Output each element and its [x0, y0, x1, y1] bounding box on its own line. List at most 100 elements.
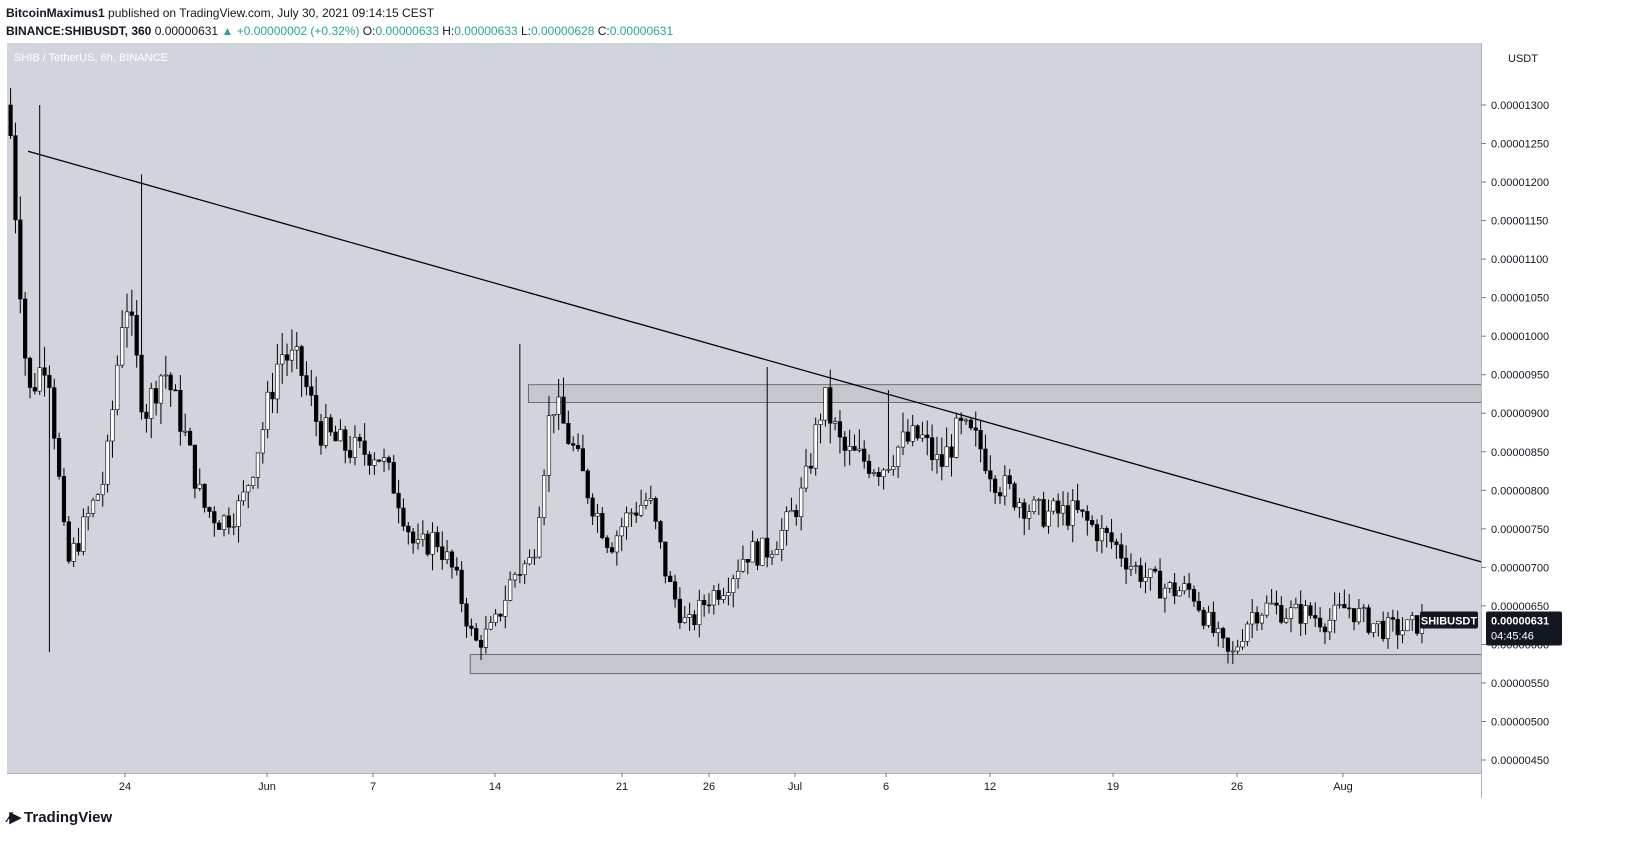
candle-body [1031, 499, 1037, 512]
time-axis[interactable] [7, 773, 1481, 798]
candle-body [1172, 582, 1177, 597]
close-label: C: [597, 24, 610, 38]
candle-body [1206, 611, 1211, 626]
y-tick-label: 0.00000750 [1491, 524, 1549, 536]
tradingview-logo[interactable]: ⁄▶ TradingView [8, 808, 112, 827]
candle-body [508, 579, 513, 601]
symbol-tag-bg [1420, 611, 1478, 629]
candle-body [309, 386, 314, 396]
candle-body [765, 537, 770, 558]
candle-body [265, 391, 270, 430]
candle-body [217, 522, 222, 530]
candle-body [76, 543, 81, 552]
price-tag-bg [1486, 611, 1562, 646]
candle-body [1347, 607, 1352, 610]
candle-body [95, 494, 100, 501]
price-axis[interactable] [1481, 43, 1627, 773]
candle-body [478, 639, 484, 648]
plot-layer [8, 88, 1481, 675]
candle-body [963, 419, 969, 422]
candle-body [8, 104, 13, 136]
x-tick-label: Jun [258, 781, 276, 793]
candle-body [726, 592, 731, 597]
candle-body [1196, 600, 1201, 611]
candle-body [1269, 602, 1274, 605]
chart-header: BitcoinMaximus1 published on TradingView… [6, 4, 673, 40]
price-axis-divider [1481, 43, 1482, 798]
candle-body [1415, 615, 1420, 634]
candle-body [1371, 623, 1376, 633]
candle-body [949, 446, 954, 458]
candle-body [672, 581, 678, 600]
candle-body [556, 396, 561, 415]
candle-body [377, 459, 382, 462]
candle-body [1138, 565, 1143, 582]
x-tick-label: Aug [1333, 781, 1353, 793]
candle-body [1230, 650, 1235, 653]
candle-body [32, 387, 37, 392]
candle-body [1216, 628, 1221, 634]
candle-body [1303, 605, 1308, 624]
candle-body [566, 423, 571, 444]
candle-body [236, 500, 241, 527]
candle-body [1162, 587, 1167, 599]
candle-body [745, 559, 750, 563]
candle-body [1240, 641, 1245, 648]
candle-body [905, 431, 910, 442]
candle-body [289, 349, 295, 361]
candle-body [1027, 511, 1032, 519]
x-tick-label: 24 [119, 781, 131, 793]
candle-body [668, 575, 673, 582]
candle-body [789, 510, 794, 513]
candle-body [86, 513, 91, 518]
x-tick-label: 6 [883, 781, 889, 793]
candle-body [658, 521, 663, 543]
candle-body [735, 570, 741, 579]
candle-body [1254, 612, 1260, 624]
candle-body [1400, 630, 1405, 636]
candle-body [90, 499, 96, 514]
candle-body [1405, 619, 1410, 632]
x-tick-label: 14 [489, 781, 501, 793]
candle-body [755, 541, 760, 566]
chart-plot-area[interactable] [7, 43, 1481, 773]
published-text: published on TradingView.com, July 30, 2… [108, 6, 435, 20]
candle-body [837, 421, 843, 438]
candle-body [575, 445, 581, 449]
candle-body [381, 457, 387, 462]
candle-body [483, 628, 489, 648]
candle-body [760, 537, 765, 566]
candle-body [653, 498, 658, 522]
y-tick-label: 0.00000700 [1491, 562, 1549, 574]
candle-body [23, 298, 28, 359]
candle-body [629, 512, 634, 515]
candle-body [682, 617, 687, 623]
candle-body [1133, 565, 1138, 567]
candle-body [47, 374, 52, 389]
candle-body [474, 628, 479, 641]
candle-body [1051, 500, 1056, 512]
candle-body [561, 396, 566, 424]
author-name[interactable]: BitcoinMaximus1 [6, 6, 105, 20]
candle-body [1046, 510, 1051, 527]
candle-body [1148, 568, 1153, 578]
x-tick-label: 12 [984, 781, 996, 793]
candle-body [27, 357, 33, 388]
candle-body [1007, 475, 1012, 485]
candle-body [1182, 583, 1187, 592]
candle-body [202, 483, 207, 508]
candle-body [1143, 577, 1148, 582]
candle-body [546, 415, 552, 476]
candle-body [828, 387, 833, 424]
candle-body [1128, 566, 1134, 570]
candle-body [852, 446, 857, 451]
candle-body [731, 578, 736, 593]
y-tick-label: 0.00001000 [1491, 331, 1549, 343]
x-tick-label: 26 [1231, 781, 1243, 793]
candle-body [643, 500, 649, 506]
candle-body [197, 483, 202, 489]
y-tick-label: 0.00001100 [1491, 254, 1548, 266]
y-tick-label: 0.00000450 [1491, 755, 1549, 767]
candle-body [1090, 520, 1095, 525]
